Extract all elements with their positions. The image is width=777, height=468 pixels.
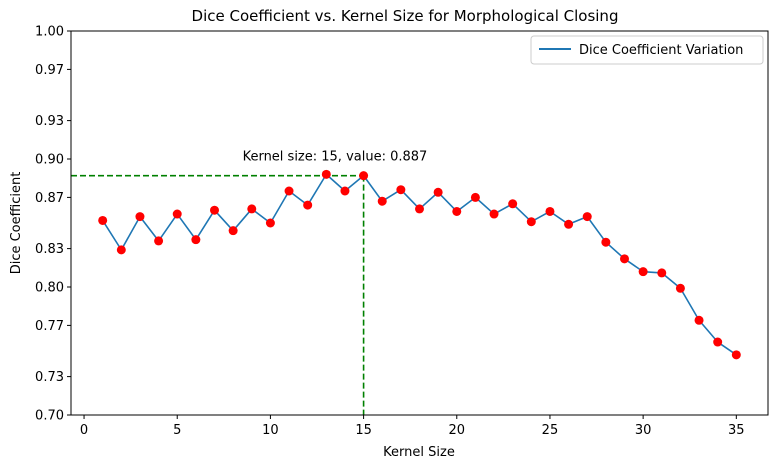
data-point-marker xyxy=(620,254,629,264)
data-point-marker xyxy=(172,209,182,219)
x-tick-label: 30 xyxy=(635,423,652,438)
legend-label: Dice Coefficient Variation xyxy=(579,43,743,58)
data-point-marker xyxy=(489,209,499,219)
y-tick-label: 0.87 xyxy=(35,191,64,206)
plot-area: 0.70 0.73 0.77 0.80 0.83 0.87 0.90 0.93 0.97 1.00… xyxy=(35,25,769,438)
y-tick-label: 1.00 xyxy=(35,25,64,40)
x-tick-label: 25 xyxy=(542,423,559,438)
data-point-marker xyxy=(210,205,219,215)
x-tick-label: 0 xyxy=(80,423,88,438)
data-point-marker xyxy=(675,283,685,293)
data-point-marker xyxy=(284,186,294,196)
x-tick-label: 10 xyxy=(262,423,279,438)
data-point-marker xyxy=(452,206,462,216)
annotation-label: Kernel size: 15, value: 0.887 xyxy=(243,150,428,165)
data-point-marker xyxy=(526,217,536,227)
data-point-marker xyxy=(415,204,424,214)
y-tick-label: 0.90 xyxy=(35,153,64,168)
data-point-marker xyxy=(694,315,704,325)
data-point-marker xyxy=(321,169,331,179)
y-tick-label: 0.73 xyxy=(35,370,64,385)
data-point-marker xyxy=(359,171,369,181)
data-point-marker xyxy=(265,218,275,228)
y-tick-label: 0.93 xyxy=(35,114,64,129)
data-point-marker xyxy=(340,186,350,196)
data-point-marker xyxy=(154,236,164,246)
y-tick-label: 0.83 xyxy=(35,242,64,257)
data-point-marker xyxy=(98,215,108,225)
data-point-marker xyxy=(247,204,257,214)
x-tick-label: 20 xyxy=(448,423,465,438)
data-point-marker xyxy=(116,245,126,255)
data-point-marker xyxy=(377,196,387,206)
data-point-marker xyxy=(191,235,201,245)
y-axis-title: Dice Coefficient xyxy=(9,172,24,275)
axes-frame xyxy=(70,30,769,416)
x-tick-label: 5 xyxy=(173,423,181,438)
data-point-marker xyxy=(396,185,406,195)
data-point-marker xyxy=(564,219,574,229)
x-tick-label: 15 xyxy=(355,423,372,438)
data-point-marker xyxy=(470,192,480,202)
data-point-marker xyxy=(545,206,555,216)
x-axis-title: Kernel Size xyxy=(383,445,455,460)
data-point-marker xyxy=(713,337,723,347)
data-point-marker xyxy=(638,267,648,277)
y-tick-label: 0.77 xyxy=(35,319,64,334)
data-point-marker xyxy=(303,200,313,210)
legend-box xyxy=(530,35,764,65)
data-point-marker xyxy=(601,237,611,247)
legend: Dice Coefficient Variation xyxy=(530,35,764,65)
y-tick-label: 0.80 xyxy=(35,281,64,296)
data-point-marker xyxy=(508,199,518,209)
y-tick-label: 0.70 xyxy=(35,409,64,424)
data-point-marker xyxy=(135,212,145,222)
data-point-marker xyxy=(433,187,443,197)
data-point-marker xyxy=(228,226,238,236)
x-tick-label: 35 xyxy=(728,423,745,438)
data-point-marker xyxy=(582,212,592,222)
data-point-marker xyxy=(657,268,667,278)
chart-title: Dice Coefficient vs. Kernel Size for Mor… xyxy=(192,7,619,25)
data-point-marker xyxy=(731,350,741,360)
y-tick-label: 0.97 xyxy=(35,63,64,78)
